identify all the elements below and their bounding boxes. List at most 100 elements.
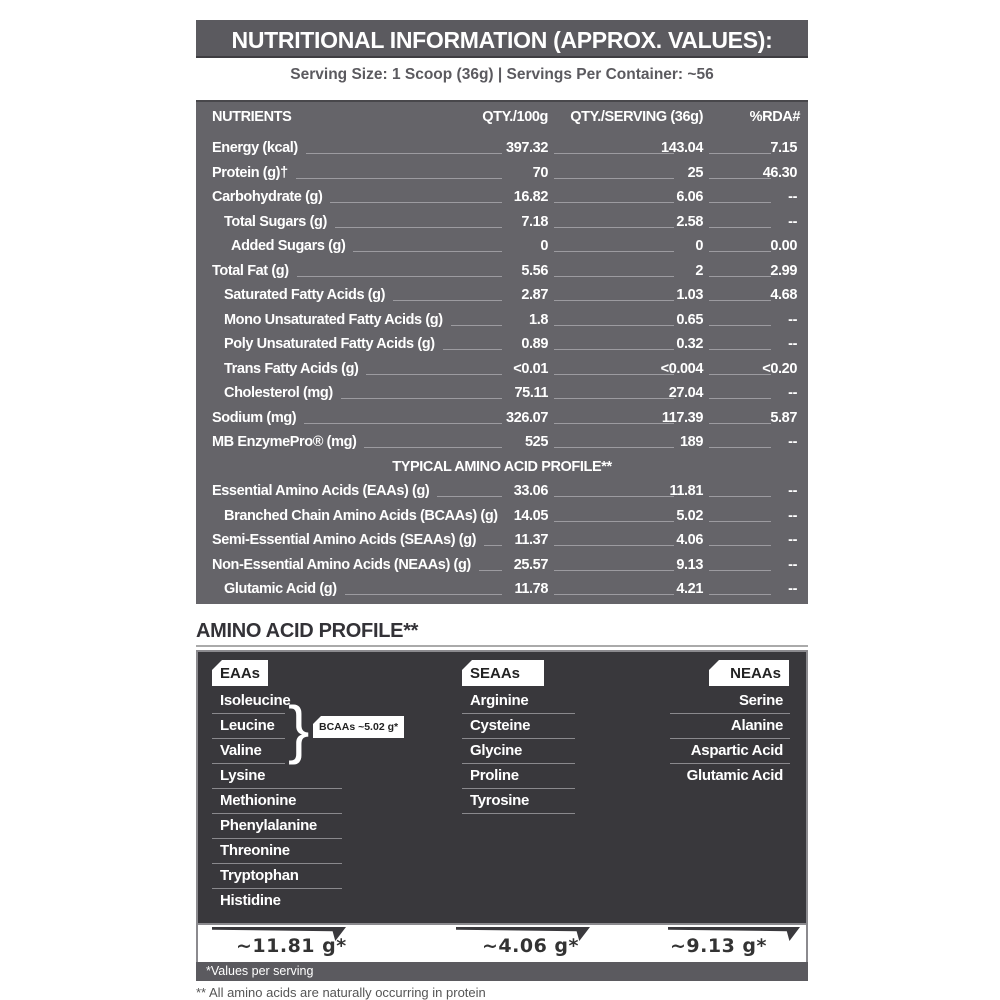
table-row: Non-Essential Amino Acids (NEAAs) (g) 25.… [196,554,808,576]
leader-line [709,226,771,228]
leader-line [296,177,502,179]
neaas-total: ~9.13 g* [670,935,767,957]
leader-line [554,349,674,350]
leader-line [709,153,771,154]
amino-acid-item: Aspartic Acid [670,739,790,764]
table-row: MB EnzymePro® (mg) 525 189 -- [196,431,808,453]
amino-acid-item: Threonine [212,839,342,864]
leader-line [345,594,502,595]
table-row: Saturated Fatty Acids (g) 2.87 1.03 4.68 [196,284,808,306]
per-serving-value: 5.02 [676,507,703,524]
leader-line [554,177,674,179]
per-serving-value: 11.81 [669,483,704,499]
nutrient-label: Saturated Fatty Acids (g) [224,287,386,303]
leader-line [554,275,674,277]
nutrient-label: Added Sugars (g) [231,238,346,254]
per100-value: 397.32 [506,140,548,156]
leader-line [554,300,674,301]
per-serving-value: 143.04 [661,140,703,156]
nutrient-label: Energy (kcal) [212,140,298,156]
table-row: Essential Amino Acids (EAAs) (g) 33.06 11.… [196,480,808,502]
per100-value: 33.06 [513,483,549,499]
nutrient-label: Mono Unsaturated Fatty Acids (g) [224,311,443,328]
leader-line [304,422,502,424]
rda-value: 4.68 [770,287,797,303]
amino-acid-item: Leucine [212,714,285,739]
leader-line [554,569,674,571]
leader-line [554,373,674,375]
per100-value: 2.87 [521,287,548,303]
leader-line [554,496,674,497]
rda-value: -- [788,556,797,573]
amino-acid-item: Tryptophan [212,864,342,889]
seaas-total: ~4.06 g* [482,935,579,957]
table-row: Trans Fatty Acids (g) <0.01 <0.004 <0.20 [196,358,808,380]
per-serving-value: 117.39 [661,409,704,426]
table-row: Protein (g)† 70 25 46.30 [196,162,808,184]
header-per-serving: QTY./SERVING (36g) [570,109,703,125]
leader-line [709,520,771,522]
per100-value: 525 [525,434,548,450]
table-row: Semi-Essential Amino Acids (SEAAs) (g) 11… [196,529,808,551]
table-row: Total Fat (g) 5.56 2 2.99 [196,260,808,282]
leader-line [554,251,674,252]
serving-info: Serving Size: 1 Scoop (36g) | Servings P… [290,66,714,83]
amino-acid-item: Valine [212,739,285,764]
nutrient-label: MB EnzymePro® (mg) [212,434,357,450]
leader-line [709,398,771,399]
values-note: *Values per serving [196,962,808,981]
per100-value: 11.78 [514,581,549,597]
leader-line [709,545,771,546]
leader-line [554,422,674,424]
per-serving-value: 0.65 [676,311,703,328]
nutrient-label: Cholesterol (mg) [224,385,333,401]
nutrient-label: Non-Essential Amino Acids (NEAAs) (g) [212,556,471,573]
amino-acid-item: Cysteine [462,714,575,739]
leader-line [451,324,502,326]
per-serving-value: <0.004 [660,360,704,377]
per100-value: 0 [540,238,548,254]
amino-acid-item: Arginine [462,689,575,714]
amino-acid-item: Methionine [212,789,342,814]
per-serving-value: 27.04 [668,385,704,401]
leader-line [364,447,502,448]
table-row: Energy (kcal) 397.32 143.04 7.15 [196,137,808,159]
nutrient-label: Branched Chain Amino Acids (BCAAs) (g) [224,507,498,524]
leader-line [479,569,502,571]
per100-value: 5.56 [521,262,548,279]
leader-line [709,447,771,448]
nutrient-label: Sodium (mg) [212,409,297,426]
table-row: Branched Chain Amino Acids (BCAAs) (g) 14… [196,505,808,527]
per-serving-value: 0 [695,238,703,254]
leader-line [709,324,771,326]
amino-heading: AMINO ACID PROFILE** [196,620,419,642]
leader-line [554,594,674,595]
per-serving-value: 2 [695,262,703,279]
per100-value: 25.57 [513,556,549,573]
nutrient-label: Essential Amino Acids (EAAs) (g) [212,483,430,499]
leader-line [554,520,674,522]
per100-value: 75.11 [514,385,549,401]
rda-value: -- [788,336,797,352]
per100-value: <0.01 [513,360,548,377]
leader-line [306,153,502,154]
table-row: Added Sugars (g) 0 0 0.00 [196,235,808,257]
nutrient-label: Protein (g)† [212,164,288,181]
rda-value: -- [788,507,797,524]
table-row: Cholesterol (mg) 75.11 27.04 -- [196,382,808,404]
amino-acid-item: Lysine [212,764,342,789]
amino-acid-item: Proline [462,764,575,789]
leader-line [330,202,502,203]
table-row: Carbohydrate (g) 16.82 6.06 -- [196,186,808,208]
nutrient-label: Trans Fatty Acids (g) [224,360,359,377]
table-row: Total Sugars (g) 7.18 2.58 -- [196,211,808,233]
table-row: Sodium (mg) 326.07 117.39 5.87 [196,407,808,429]
leader-line [554,226,674,228]
rda-value: -- [788,385,797,401]
leader-line [554,447,674,448]
leader-line [709,594,771,595]
nutrient-label: Glutamic Acid (g) [224,581,337,597]
header-rda: %RDA# [749,109,801,125]
leader-line [443,349,502,350]
nutrient-label: Total Sugars (g) [224,213,327,230]
